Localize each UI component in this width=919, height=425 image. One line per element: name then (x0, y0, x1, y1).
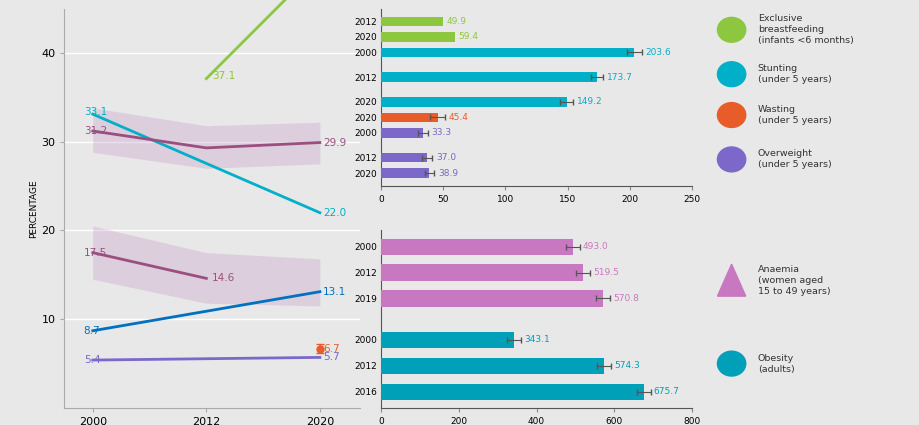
Y-axis label: PERCENTAGE: PERCENTAGE (29, 179, 39, 238)
Text: 33.3: 33.3 (431, 128, 451, 137)
Text: 675.7: 675.7 (653, 387, 679, 397)
Text: Anaemia
(women aged
15 to 49 years): Anaemia (women aged 15 to 49 years) (757, 264, 830, 296)
Text: 38.9: 38.9 (437, 169, 458, 178)
Circle shape (717, 17, 745, 42)
Text: 343.1: 343.1 (524, 335, 550, 345)
Text: Wasting
(under 5 years): Wasting (under 5 years) (757, 105, 831, 125)
Bar (380, 358, 604, 374)
Text: 31.2: 31.2 (84, 126, 107, 136)
Text: 570.8: 570.8 (612, 294, 638, 303)
Bar (380, 32, 455, 42)
Polygon shape (717, 264, 745, 296)
Bar (380, 128, 422, 138)
Text: 13.1: 13.1 (323, 287, 346, 297)
Bar (380, 97, 566, 107)
Text: 6.7: 6.7 (323, 343, 339, 354)
Text: 22.0: 22.0 (323, 208, 346, 218)
Text: 5.4: 5.4 (84, 355, 100, 365)
Bar (380, 238, 572, 255)
Text: 59.4: 59.4 (459, 32, 478, 41)
Text: 14.6: 14.6 (211, 273, 235, 283)
Bar (380, 332, 514, 348)
Text: 29.9: 29.9 (323, 138, 346, 147)
Text: 574.3: 574.3 (614, 361, 640, 371)
Text: 519.5: 519.5 (593, 268, 618, 277)
Bar (380, 290, 602, 306)
Circle shape (717, 351, 745, 376)
Text: Obesity
(adults): Obesity (adults) (757, 354, 794, 374)
Circle shape (717, 62, 745, 87)
Text: 203.6: 203.6 (645, 48, 671, 57)
Text: Exclusive
breastfeeding
(infants <6 months): Exclusive breastfeeding (infants <6 mont… (757, 14, 853, 45)
Text: 37.0: 37.0 (436, 153, 456, 162)
Text: 149.2: 149.2 (576, 97, 602, 106)
Bar (380, 153, 426, 162)
Text: 37.1: 37.1 (211, 71, 235, 81)
Text: Stunting
(under 5 years): Stunting (under 5 years) (757, 64, 831, 84)
Circle shape (717, 147, 745, 172)
Bar (380, 17, 443, 26)
Text: 173.7: 173.7 (607, 73, 632, 82)
Text: 17.5: 17.5 (84, 248, 107, 258)
Bar (380, 72, 596, 82)
Text: 33.1: 33.1 (84, 108, 107, 117)
Bar (380, 264, 583, 281)
Bar (380, 48, 633, 57)
Bar (380, 168, 429, 178)
Bar (380, 384, 643, 400)
Text: 8.7: 8.7 (84, 326, 100, 336)
Text: 5.7: 5.7 (323, 352, 339, 363)
Text: 49.9: 49.9 (447, 17, 466, 26)
Text: 45.4: 45.4 (448, 113, 468, 122)
Bar (380, 113, 437, 122)
Circle shape (717, 102, 745, 128)
Text: Overweight
(under 5 years): Overweight (under 5 years) (757, 149, 831, 170)
Text: 493.0: 493.0 (582, 242, 607, 251)
